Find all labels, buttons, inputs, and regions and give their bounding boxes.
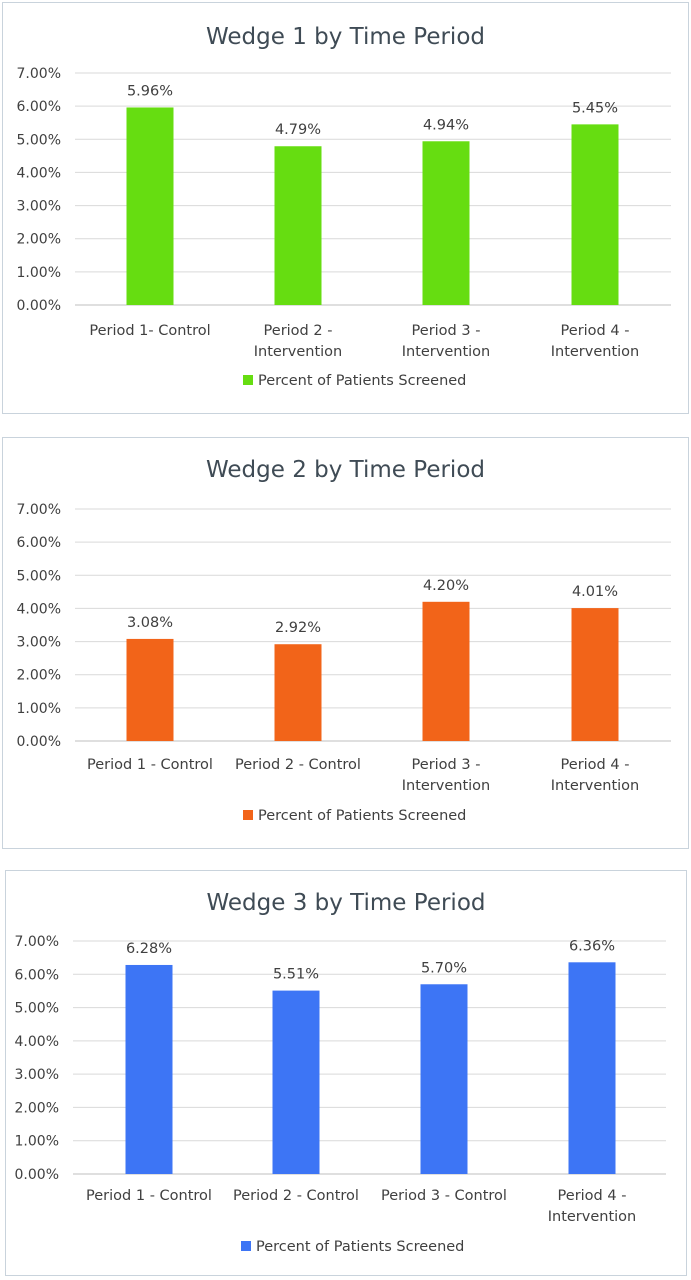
chart-wedge-3: Wedge 3 by Time Period 0.00% 1.00% 2.00% 3.0…	[15, 890, 666, 1255]
y-tick-label: 4.00%	[17, 165, 61, 181]
legend-label: Percent of Patients Screened	[258, 373, 466, 389]
y-tick-label: 1.00%	[17, 701, 61, 717]
x-tick-label-line: Period 3 -	[412, 323, 481, 339]
x-tick-label: Period 3 - Intervention	[402, 323, 491, 360]
y-tick-label: 6.00%	[17, 99, 61, 115]
chart-title: Wedge 1 by Time Period	[206, 24, 485, 50]
y-tick-label: 3.00%	[17, 635, 61, 651]
y-tick-label: 7.00%	[15, 934, 59, 950]
x-tick-label-line: Period 3 -	[412, 757, 481, 773]
y-tick-label: 5.00%	[15, 1001, 59, 1017]
x-tick-label: Period 3 - Control	[381, 1188, 507, 1204]
x-tick-label: Period 1- Control	[89, 323, 210, 339]
legend-label: Percent of Patients Screened	[258, 808, 466, 824]
chart-panel-wedge-1: Wedge 1 by Time Period 0.00% 1.00% 2.00% 3.0…	[2, 2, 689, 414]
y-tick-label: 7.00%	[17, 502, 61, 518]
chart-wedge-2: Wedge 2 by Time Period 0.00% 1.00% 2.00% 3.0…	[17, 457, 671, 824]
y-tick-label: 2.00%	[17, 232, 61, 248]
bar	[571, 608, 619, 741]
data-label: 6.28%	[126, 941, 172, 957]
bar	[126, 107, 174, 306]
y-tick-label: 3.00%	[15, 1067, 59, 1083]
y-tick-label: 5.00%	[17, 568, 61, 584]
chart-panel-wedge-2: Wedge 2 by Time Period 0.00% 1.00% 2.00% 3.0…	[2, 437, 689, 849]
bar	[422, 141, 470, 305]
x-tick-label: Period 1 - Control	[86, 1188, 212, 1204]
data-label: 5.96%	[127, 83, 173, 99]
data-label: 5.51%	[273, 967, 319, 983]
x-tick-label-line: Intervention	[551, 778, 640, 794]
x-tick-label: Period 4 - Intervention	[548, 1188, 637, 1225]
y-tick-label: 2.00%	[17, 668, 61, 684]
data-label: 5.45%	[572, 100, 618, 116]
bar	[422, 601, 470, 741]
x-tick-label: Period 1 - Control	[87, 757, 213, 773]
bar	[420, 984, 468, 1174]
y-tick-label: 4.00%	[15, 1034, 59, 1050]
x-tick-label-line: Intervention	[402, 344, 491, 360]
x-tick-label-line: Intervention	[548, 1209, 637, 1225]
data-label: 4.79%	[275, 122, 321, 138]
bar	[571, 124, 619, 305]
y-tick-label: 6.00%	[17, 535, 61, 551]
data-label: 4.20%	[423, 578, 469, 594]
y-tick-label: 3.00%	[17, 199, 61, 215]
data-label: 6.36%	[569, 938, 615, 954]
data-label: 4.01%	[572, 584, 618, 600]
y-tick-label: 5.00%	[17, 132, 61, 148]
data-label: 2.92%	[275, 620, 321, 636]
bar	[274, 644, 322, 741]
bar	[126, 638, 174, 741]
y-tick-label: 1.00%	[17, 265, 61, 281]
x-tick-label-line: Period 4 -	[561, 757, 630, 773]
chart-panel-wedge-3: Wedge 3 by Time Period 0.00% 1.00% 2.00% 3.0…	[5, 870, 687, 1276]
chart-wedge-1: Wedge 1 by Time Period 0.00% 1.00% 2.00% 3.0…	[17, 24, 671, 389]
data-label: 5.70%	[421, 960, 467, 976]
x-tick-label-line: Period 2 -	[264, 323, 333, 339]
x-tick-label-line: Intervention	[254, 344, 343, 360]
bar	[568, 962, 616, 1174]
y-tick-label: 1.00%	[15, 1134, 59, 1150]
x-tick-label: Period 4 - Intervention	[551, 757, 640, 794]
y-tick-label: 6.00%	[15, 967, 59, 983]
x-tick-label: Period 2 - Control	[235, 757, 361, 773]
x-tick-label-line: Period 2 - Control	[233, 1188, 359, 1204]
y-tick-label: 0.00%	[17, 298, 61, 314]
chart-title: Wedge 2 by Time Period	[206, 457, 485, 483]
y-tick-label: 0.00%	[15, 1167, 59, 1183]
y-tick-label: 7.00%	[17, 66, 61, 82]
x-tick-label-line: Period 1 - Control	[86, 1188, 212, 1204]
chart-title: Wedge 3 by Time Period	[207, 890, 486, 916]
x-tick-label-line: Intervention	[551, 344, 640, 360]
y-tick-label: 0.00%	[17, 734, 61, 750]
x-tick-label-line: Intervention	[402, 778, 491, 794]
x-tick-label: Period 2 - Control	[233, 1188, 359, 1204]
x-tick-label-line: Period 1 - Control	[87, 757, 213, 773]
legend-label: Percent of Patients Screened	[256, 1239, 464, 1255]
x-tick-label-line: Period 1- Control	[89, 323, 210, 339]
y-tick-label: 4.00%	[17, 601, 61, 617]
data-label: 4.94%	[423, 117, 469, 133]
bar	[125, 964, 173, 1174]
x-tick-label-line: Period 4 -	[561, 323, 630, 339]
x-tick-label-line: Period 2 - Control	[235, 757, 361, 773]
y-tick-label: 2.00%	[15, 1100, 59, 1116]
data-label: 3.08%	[127, 615, 173, 631]
x-tick-label: Period 4 - Intervention	[551, 323, 640, 360]
legend-swatch	[243, 375, 253, 385]
x-tick-label-line: Period 3 - Control	[381, 1188, 507, 1204]
x-tick-label-line: Period 4 -	[558, 1188, 627, 1204]
bar	[272, 990, 320, 1174]
legend-swatch	[241, 1241, 251, 1251]
bar	[274, 146, 322, 305]
x-tick-label: Period 3 - Intervention	[402, 757, 491, 794]
x-tick-label: Period 2 - Intervention	[254, 323, 343, 360]
legend-swatch	[243, 810, 253, 820]
